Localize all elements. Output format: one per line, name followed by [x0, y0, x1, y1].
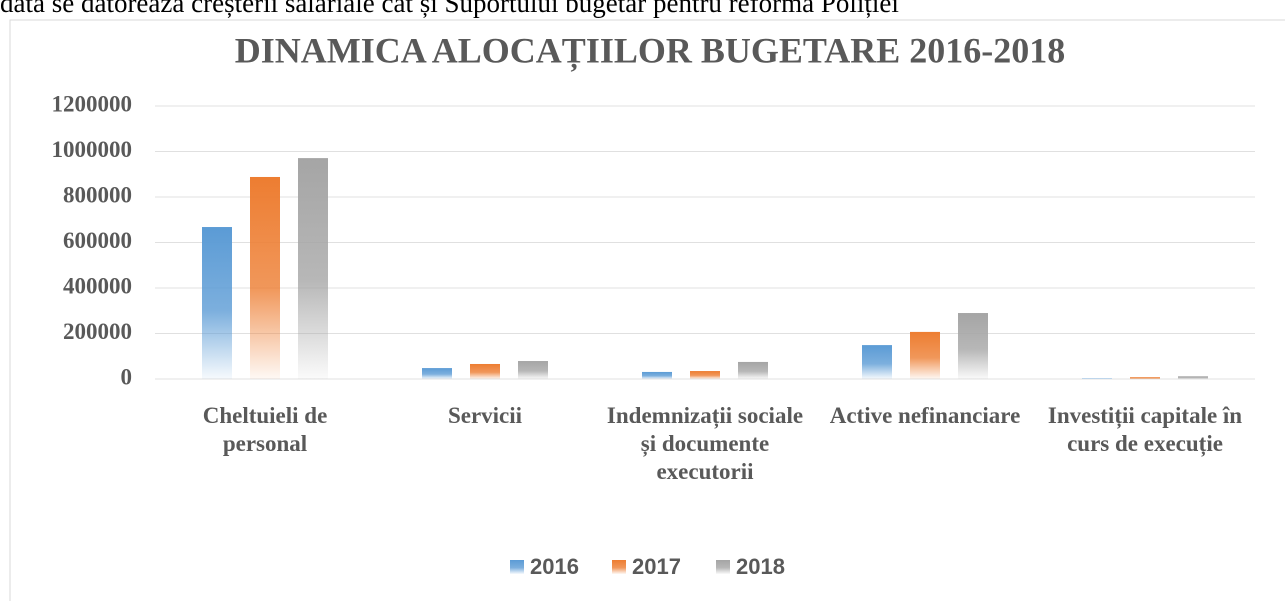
y-tick-label: 600000	[63, 228, 132, 253]
bar	[690, 371, 720, 379]
legend-swatch	[716, 560, 730, 574]
y-tick-label: 400000	[63, 273, 132, 298]
y-tick-label: 800000	[63, 182, 132, 207]
bar	[642, 372, 672, 379]
legend-swatch	[612, 560, 626, 574]
chart-title: DINAMICA ALOCAȚIILOR BUGETARE 2016-2018	[235, 30, 1065, 72]
y-tick-label: 1000000	[52, 137, 133, 162]
legend-label: 2018	[736, 554, 785, 579]
bar	[202, 227, 232, 379]
y-tick-label: 0	[121, 364, 133, 389]
bar	[422, 368, 452, 379]
bar	[910, 332, 940, 379]
x-tick-label: Active nefinanciare	[830, 403, 1021, 428]
bar	[958, 313, 988, 379]
document-text: dată se datorează creșterii salariale câ…	[0, 0, 899, 18]
bar	[298, 158, 328, 379]
legend-label: 2016	[530, 554, 579, 579]
chart-frame	[10, 20, 1285, 601]
legend-label: 2017	[632, 554, 681, 579]
x-tick-label: Servicii	[448, 403, 523, 428]
bar	[1130, 377, 1160, 379]
y-tick-label: 1200000	[52, 91, 133, 116]
bar	[250, 177, 280, 379]
bar	[738, 362, 768, 379]
bar	[518, 361, 548, 379]
bar	[862, 345, 892, 379]
legend-swatch	[510, 560, 524, 574]
bar	[1178, 376, 1208, 379]
y-tick-label: 200000	[63, 319, 132, 344]
bar	[470, 364, 500, 379]
